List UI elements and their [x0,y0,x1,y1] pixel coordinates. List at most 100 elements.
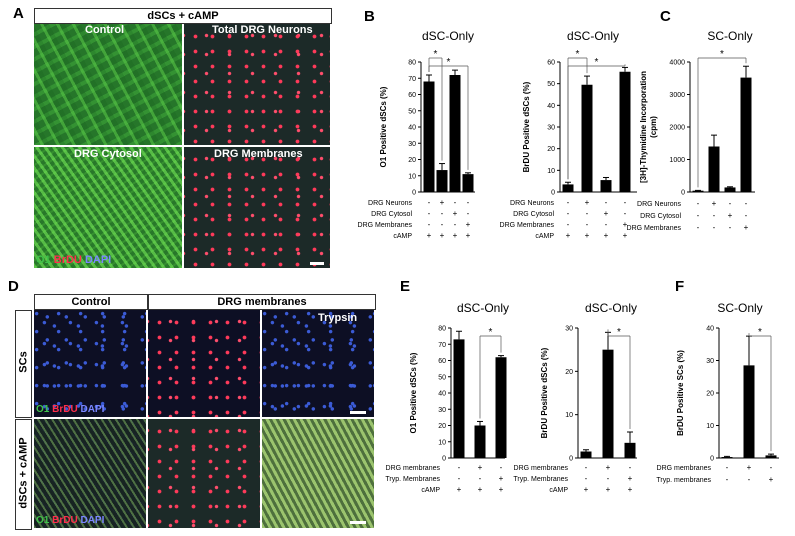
chart-f-row-mark: + [747,463,752,472]
micrograph-dscs-control [34,419,146,528]
chart-b1-ytick-label: 60 [408,92,416,99]
panel-label-f: F [675,278,685,295]
chart-e1-ylabel: O1 Positive dSCs (%) [409,352,418,433]
chart-f-ytick-label: 30 [706,358,714,365]
legend-panel-d-bottom: O1 BrDU DAPI [36,515,104,526]
chart-b1-title: dSC-Only [422,29,474,43]
chart-b2-bar [581,84,593,192]
chart-c-row-mark: - [697,199,700,208]
chart-b2-sig-star: * [595,57,599,68]
chart-b1-row-label: DRG Cytosol [371,211,412,218]
chart-b1-row-label: cAMP [393,233,412,240]
legend-o1: O1 [36,254,51,266]
chart-b2-row-mark: + [623,220,628,229]
legend-o1: O1 [36,515,50,526]
chart-b2-row-mark: + [585,198,590,207]
chart-e2-row-mark: - [585,463,588,472]
chart-b1-row-mark: - [428,220,431,229]
chart-e1-row-mark: - [479,474,482,483]
chart-b2-ytick-label: 10 [547,168,555,175]
row-label-scs-box: SCs [15,310,32,418]
label-trypsin: Trypsin [318,312,358,324]
chart-b1-row-mark: - [454,198,457,207]
chart-f-row-mark: - [770,463,773,472]
chart-b2-bar [600,180,612,192]
chart-b2-row-label: DRG Cytosol [513,211,554,218]
chart-c-row-mark: + [744,223,749,232]
chart-e2-sig-star: * [617,327,621,338]
chart-b2-row-mark: - [605,198,608,207]
chart-e2-ytick-label: 10 [565,412,573,419]
chart-e2-row-mark: - [607,474,610,483]
chart-c-ytick-label: 0 [681,190,685,197]
chart-b1-bar [462,174,474,192]
chart-c-bar [740,77,752,192]
micrograph-scs-trypsin [262,310,374,417]
chart-c-ytick-label: 3000 [669,92,685,99]
panel-label-c: C [660,8,671,25]
chart-b2-row-label: DRG Neurons [510,200,554,207]
chart-c-ytick-label: 2000 [669,125,685,132]
legend-o1: O1 [36,404,50,415]
chart-b1-bar [436,170,448,192]
chart-b2-row-mark: - [586,220,589,229]
chart-e1-ytick-label: 0 [442,456,446,463]
chart-b1-bar [449,75,461,192]
chart-b1-ytick-label: 0 [412,190,416,197]
micrograph-total-drg-neurons [184,24,330,145]
chart-f-ytick-label: 10 [706,423,714,430]
legend-panel-d-top: O1 BrDU DAPI [36,404,104,415]
chart-c-bar [692,190,704,192]
chart-b1-ytick-label: 10 [408,173,416,180]
chart-c-bar [708,146,720,192]
chart-b2-row-mark: + [623,231,628,240]
chart-f-sig-star: * [758,327,762,338]
chart-b1-row-mark: - [467,209,470,218]
label-total-drg-neurons: Total DRG Neurons [212,24,313,36]
chart-e1-bar [474,425,486,458]
chart-c-row-mark: + [712,199,717,208]
chart-c-ylabel: [3H]-Thymidine Incorporation(cpm) [639,71,658,183]
chart-b1-row-mark: + [440,198,445,207]
chart-e1-row-mark: + [478,463,483,472]
chart-e2-row-mark: - [629,463,632,472]
chart-e1-ytick-label: 60 [438,358,446,365]
chart-c-row-mark: + [728,211,733,220]
chart-b1-ytick-label: 30 [408,141,416,148]
chart-e1-ytick-label: 70 [438,342,446,349]
chart-b2-sig-star: * [576,49,580,60]
micrograph-control [34,24,182,145]
chart-e1-ytick-label: 20 [438,423,446,430]
chart-e2-title: dSC-Only [585,301,637,315]
chart-b2-ytick-label: 50 [547,81,555,88]
chart-c-row-label: DRG Cytosol [640,213,681,220]
micrograph-drg-cytosol [34,147,182,268]
chart-b1-row-mark: - [454,220,457,229]
chart-b2-row-label: cAMP [535,233,554,240]
chart-b2-ytick-label: 0 [551,190,555,197]
row-label-dscs-box: dSCs + cAMP [15,419,32,530]
chart-b2-row-mark: + [604,231,609,240]
chart-e1-ytick-label: 40 [438,391,446,398]
chart-b2-bar [619,71,631,192]
header-drg-membranes: DRG membranes [148,294,376,310]
chart-b1-sig-star: * [434,49,438,60]
chart-f-bar [743,365,755,458]
chart-b1-sig-star: * [447,57,451,68]
chart-b2-ytick-label: 20 [547,146,555,153]
chart-c-ytick-label: 1000 [669,157,685,164]
chart-b2-row-mark: - [624,209,627,218]
chart-e2-row-mark: + [628,485,633,494]
chart-c-row-mark: - [697,211,700,220]
chart-e1-row-mark: - [500,463,503,472]
micrograph-drg-membranes [184,147,330,268]
chart-f-ytick-label: 20 [706,391,714,398]
chart-b1-ytick-label: 80 [408,60,416,67]
legend-panel-a: O1 BrDU DAPI [36,254,111,266]
chart-e1-row-label: DRG membranes [386,465,441,472]
chart-e1-row-mark: + [499,474,504,483]
chart-b2-ytick-label: 30 [547,125,555,132]
chart-c-row-mark: - [745,211,748,220]
chart-e2-row-mark: - [585,474,588,483]
